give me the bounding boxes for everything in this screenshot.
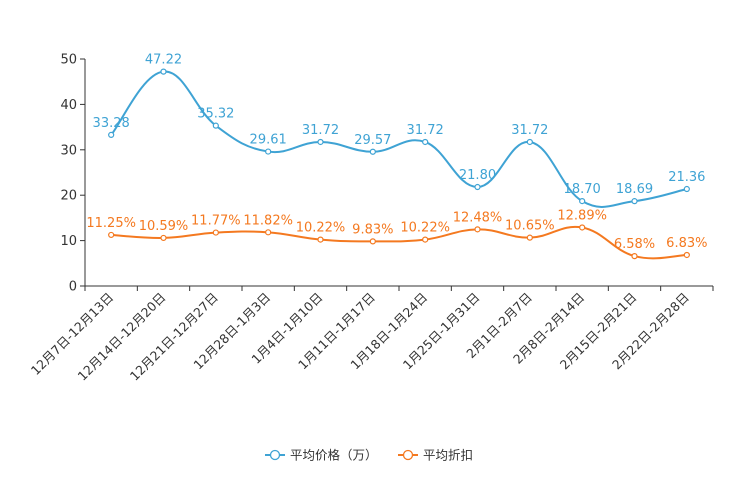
data-point[interactable]	[160, 68, 167, 75]
series-line	[111, 225, 687, 260]
data-point[interactable]	[631, 198, 638, 205]
data-label: 11.77%	[191, 214, 241, 229]
x-tick-label: 12月21日-12月27日	[127, 290, 221, 384]
y-tick-label: 40	[60, 98, 77, 113]
data-label: 18.69	[616, 182, 653, 197]
x-tick-label: 12月14日-12月20日	[74, 290, 168, 384]
y-axis: 0 10 20 30 40 50	[60, 53, 86, 295]
data-label: 31.72	[407, 123, 444, 138]
series-1: 33.28 47.22 35.32 29.61 31.72 29.57 31.72 21.80…	[93, 53, 705, 208]
data-point[interactable]	[683, 185, 690, 193]
data-label: 11.25%	[86, 216, 136, 231]
y-tick-label: 10	[60, 234, 77, 249]
data-point[interactable]	[369, 148, 376, 155]
series-2: 11.25% 10.59% 11.77% 11.82% 10.22% 9.83% 10.22…	[86, 208, 707, 260]
data-label: 31.72	[302, 123, 339, 138]
data-label: 10.65%	[505, 219, 555, 234]
data-point[interactable]	[160, 234, 167, 242]
data-label: 10.22%	[400, 221, 450, 236]
legend-label: 平均价格（万）	[290, 448, 378, 463]
data-point[interactable]	[317, 138, 324, 146]
data-label: 12.89%	[557, 208, 607, 223]
data-point[interactable]	[108, 131, 115, 139]
data-label: 6.83%	[666, 236, 707, 251]
data-point[interactable]	[108, 231, 115, 239]
data-point[interactable]	[579, 198, 586, 205]
data-point[interactable]	[474, 226, 481, 233]
data-label: 33.28	[93, 116, 130, 131]
data-point[interactable]	[317, 236, 324, 243]
series-layer: 33.28 47.22 35.32 29.61 31.72 29.57 31.72 21.80…	[86, 53, 707, 260]
data-point[interactable]	[526, 138, 533, 146]
data-label: 10.59%	[139, 219, 189, 234]
data-label: 35.32	[197, 107, 234, 122]
legend-marker-icon	[269, 449, 281, 461]
data-point[interactable]	[212, 229, 219, 236]
legend-item-1[interactable]: 平均价格（万）	[265, 448, 378, 463]
data-point[interactable]	[474, 183, 481, 191]
data-label: 47.22	[145, 53, 182, 68]
data-label: 31.72	[511, 123, 548, 138]
data-point[interactable]	[265, 148, 272, 155]
data-label: 18.70	[564, 182, 601, 197]
data-label: 21.80	[459, 168, 496, 183]
data-point[interactable]	[526, 234, 533, 241]
data-label: 10.22%	[296, 221, 346, 236]
legend-item-2[interactable]: 平均折扣	[398, 448, 473, 463]
data-label: 29.61	[250, 133, 287, 148]
data-label: 9.83%	[352, 222, 393, 237]
y-tick-label: 50	[60, 53, 77, 68]
data-point[interactable]	[422, 138, 429, 146]
data-label: 6.58%	[614, 237, 655, 252]
y-tick-label: 30	[60, 143, 77, 158]
legend-marker-icon	[402, 449, 414, 461]
legend[interactable]: 平均价格（万） 平均折扣	[265, 448, 473, 463]
x-axis: 12月7日-12月13日12月14日-12月20日12月21日-12月27日12…	[28, 285, 714, 384]
data-point[interactable]	[579, 224, 586, 231]
data-point[interactable]	[631, 253, 638, 260]
data-label: 11.82%	[243, 213, 293, 228]
data-label: 21.36	[668, 170, 705, 185]
data-label: 12.48%	[453, 210, 503, 225]
y-tick-label: 20	[60, 189, 77, 204]
data-label: 29.57	[354, 133, 391, 148]
data-point[interactable]	[683, 251, 690, 259]
legend-label: 平均折扣	[423, 448, 473, 463]
data-point[interactable]	[369, 238, 376, 245]
data-point[interactable]	[212, 122, 219, 129]
y-tick-label: 0	[69, 280, 77, 295]
data-point[interactable]	[265, 229, 272, 236]
data-point[interactable]	[422, 236, 429, 243]
